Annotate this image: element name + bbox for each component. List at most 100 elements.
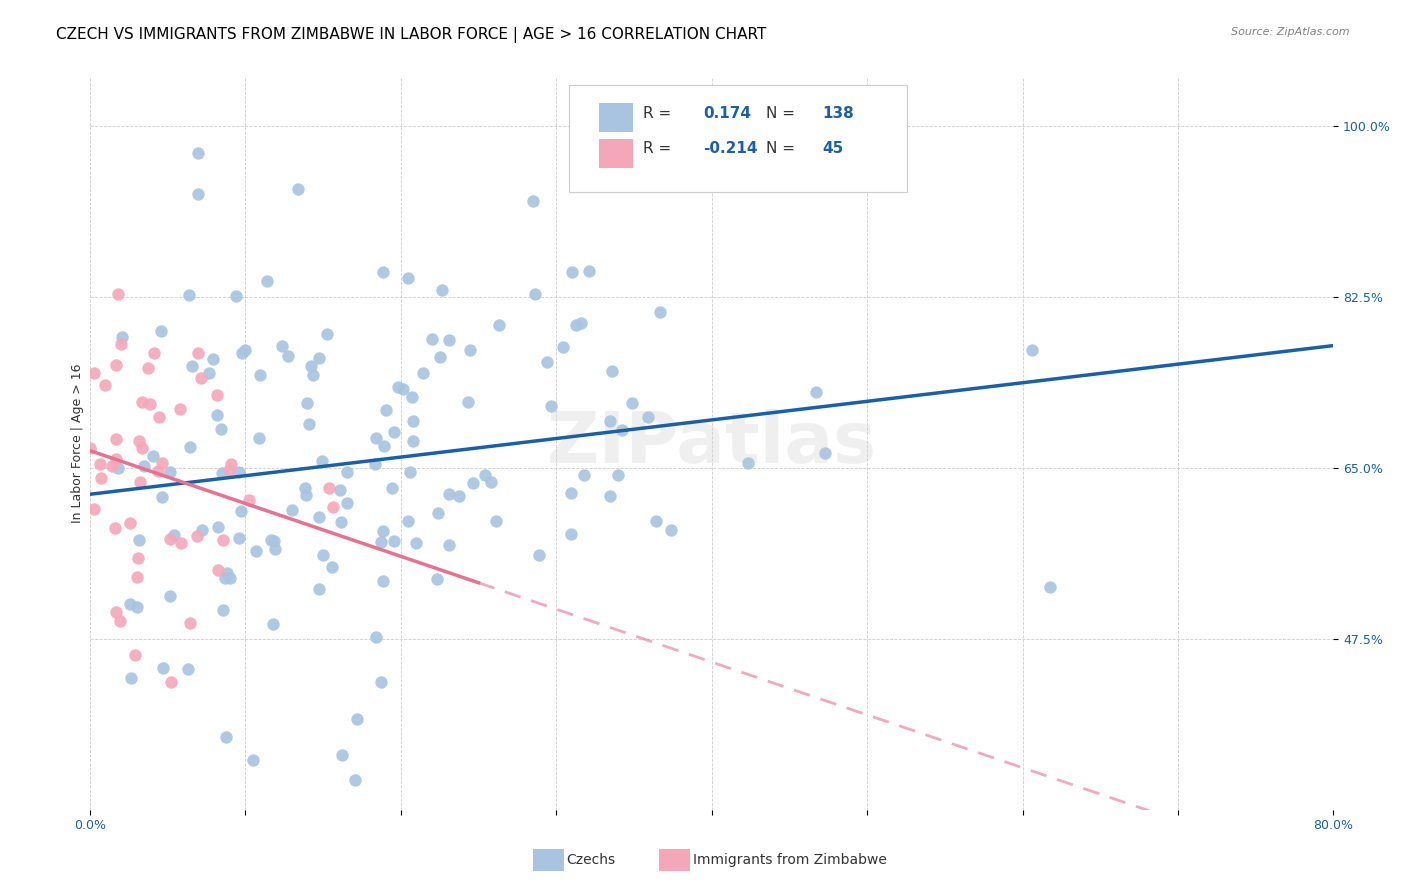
Point [302, 368, 325, 383]
Point [364, 457, 387, 471]
Point [217, 566, 239, 580]
Text: 0.174: 0.174 [703, 106, 751, 120]
Point [131, 442, 153, 456]
Point [202, 352, 225, 367]
Point [177, 288, 200, 302]
Point [661, 523, 683, 537]
Point [105, 432, 128, 446]
Point [599, 414, 621, 428]
Point [321, 560, 343, 574]
Point [316, 327, 339, 342]
Point [83, 502, 105, 516]
Point [560, 485, 582, 500]
Point [107, 461, 129, 475]
Point [540, 399, 562, 413]
Point [1039, 580, 1062, 594]
Point [463, 475, 485, 490]
Point [370, 674, 392, 689]
Point [804, 385, 827, 400]
Point [294, 482, 316, 496]
Point [228, 466, 250, 480]
Point [218, 462, 240, 476]
Point [560, 527, 582, 541]
Point [110, 337, 132, 351]
Point [648, 304, 671, 318]
Text: Czechs: Czechs [567, 853, 616, 867]
Point [644, 515, 666, 529]
Point [214, 730, 236, 744]
Point [737, 456, 759, 470]
Point [391, 382, 413, 396]
Point [405, 536, 427, 550]
Point [522, 194, 544, 208]
Point [111, 330, 134, 344]
Point [187, 145, 209, 160]
Point [245, 543, 267, 558]
Point [318, 481, 340, 495]
Text: R =: R = [643, 106, 676, 120]
Point [262, 616, 284, 631]
Point [163, 528, 186, 542]
Point [447, 489, 470, 503]
Point [148, 464, 170, 478]
Point [101, 458, 124, 473]
Point [231, 504, 253, 518]
Point [160, 675, 183, 690]
Point [105, 452, 128, 467]
Point [574, 467, 596, 482]
Point [420, 332, 443, 346]
Point [170, 536, 193, 550]
Point [127, 550, 149, 565]
Point [311, 454, 333, 468]
Point [295, 395, 318, 409]
Point [211, 533, 233, 547]
Point [488, 318, 510, 332]
Point [401, 390, 423, 404]
Text: Immigrants from Zimbabwe: Immigrants from Zimbabwe [693, 853, 887, 867]
Point [412, 366, 434, 380]
Point [159, 532, 181, 546]
Point [457, 394, 479, 409]
Point [142, 450, 165, 464]
Point [150, 456, 173, 470]
Point [561, 265, 583, 279]
Point [218, 571, 240, 585]
Point [402, 414, 425, 428]
Point [373, 439, 395, 453]
Point [127, 600, 149, 615]
Point [125, 570, 148, 584]
Point [551, 341, 574, 355]
Point [187, 186, 209, 201]
Point [207, 563, 229, 577]
Point [308, 510, 330, 524]
Point [308, 582, 330, 597]
Point [207, 520, 229, 534]
Point [264, 542, 287, 557]
Point [569, 317, 592, 331]
Point [536, 354, 558, 368]
Point [79, 441, 101, 455]
Point [197, 366, 219, 380]
Point [205, 387, 228, 401]
Point [247, 431, 270, 445]
Point [402, 434, 425, 448]
Point [527, 548, 550, 562]
Point [474, 467, 496, 482]
Point [124, 648, 146, 663]
Point [104, 606, 127, 620]
Point [260, 533, 283, 548]
Point [159, 589, 181, 603]
Point [209, 422, 232, 436]
Point [322, 500, 344, 515]
Point [346, 712, 368, 726]
Point [118, 598, 141, 612]
Text: CZECH VS IMMIGRANTS FROM ZIMBABWE IN LABOR FORCE | AGE > 16 CORRELATION CHART: CZECH VS IMMIGRANTS FROM ZIMBABWE IN LAB… [56, 27, 766, 43]
Point [814, 446, 837, 460]
Point [139, 397, 162, 411]
Point [149, 324, 172, 338]
Point [364, 431, 387, 445]
Point [233, 343, 256, 357]
Point [263, 533, 285, 548]
Text: N =: N = [766, 106, 800, 120]
Point [190, 523, 212, 537]
